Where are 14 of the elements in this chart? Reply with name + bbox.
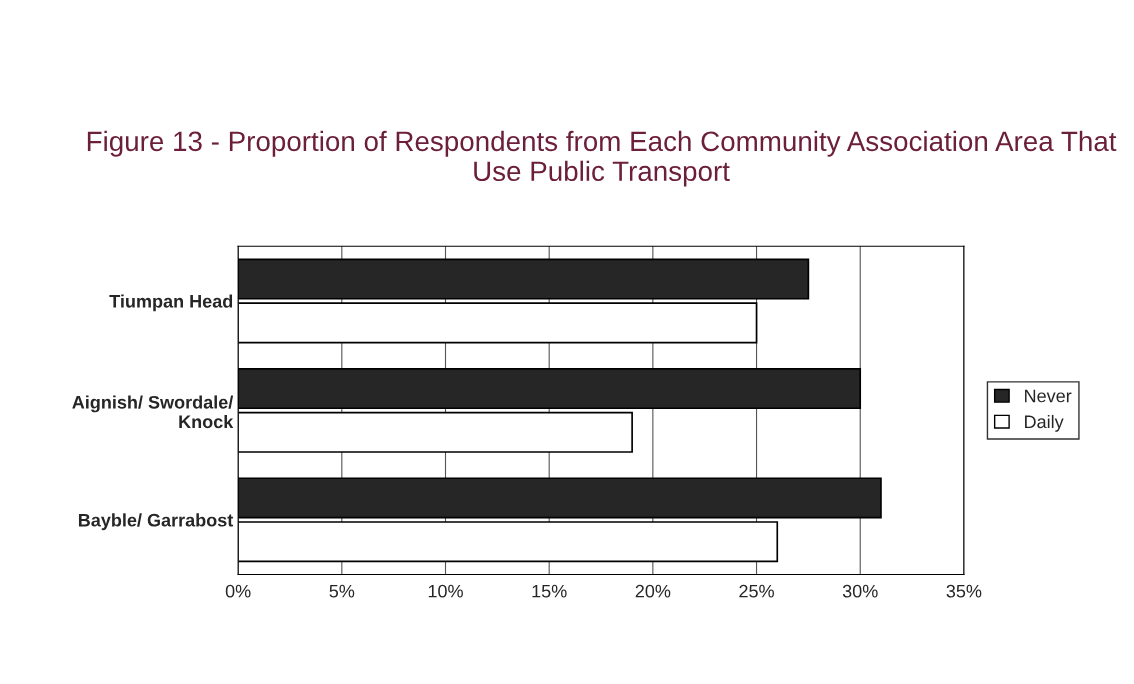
legend-label: Daily bbox=[1025, 414, 1064, 432]
x-tick-label: 10% bbox=[428, 584, 463, 598]
y-tick-label: Bayble/ Garrabost bbox=[78, 513, 234, 531]
x-tick-label: 5% bbox=[329, 584, 355, 598]
x-tick-label: 35% bbox=[946, 584, 982, 598]
x-tick-label: 15% bbox=[532, 584, 567, 598]
x-tick-label: 30% bbox=[842, 584, 878, 598]
x-tick-label: 25% bbox=[739, 584, 774, 598]
x-tick-label: 20% bbox=[635, 584, 671, 598]
y-tick-label: Tiumpan Head bbox=[109, 294, 233, 312]
legend-label: Never bbox=[1025, 389, 1072, 403]
chart-title: Figure 13 - Proportion of Respondents from Each Community Association Area That Use Public Transport bbox=[87, 130, 1117, 187]
x-tick-label: 0% bbox=[225, 584, 251, 598]
y-tick-label: Aignish/ Swordale/ Knock bbox=[72, 395, 234, 429]
